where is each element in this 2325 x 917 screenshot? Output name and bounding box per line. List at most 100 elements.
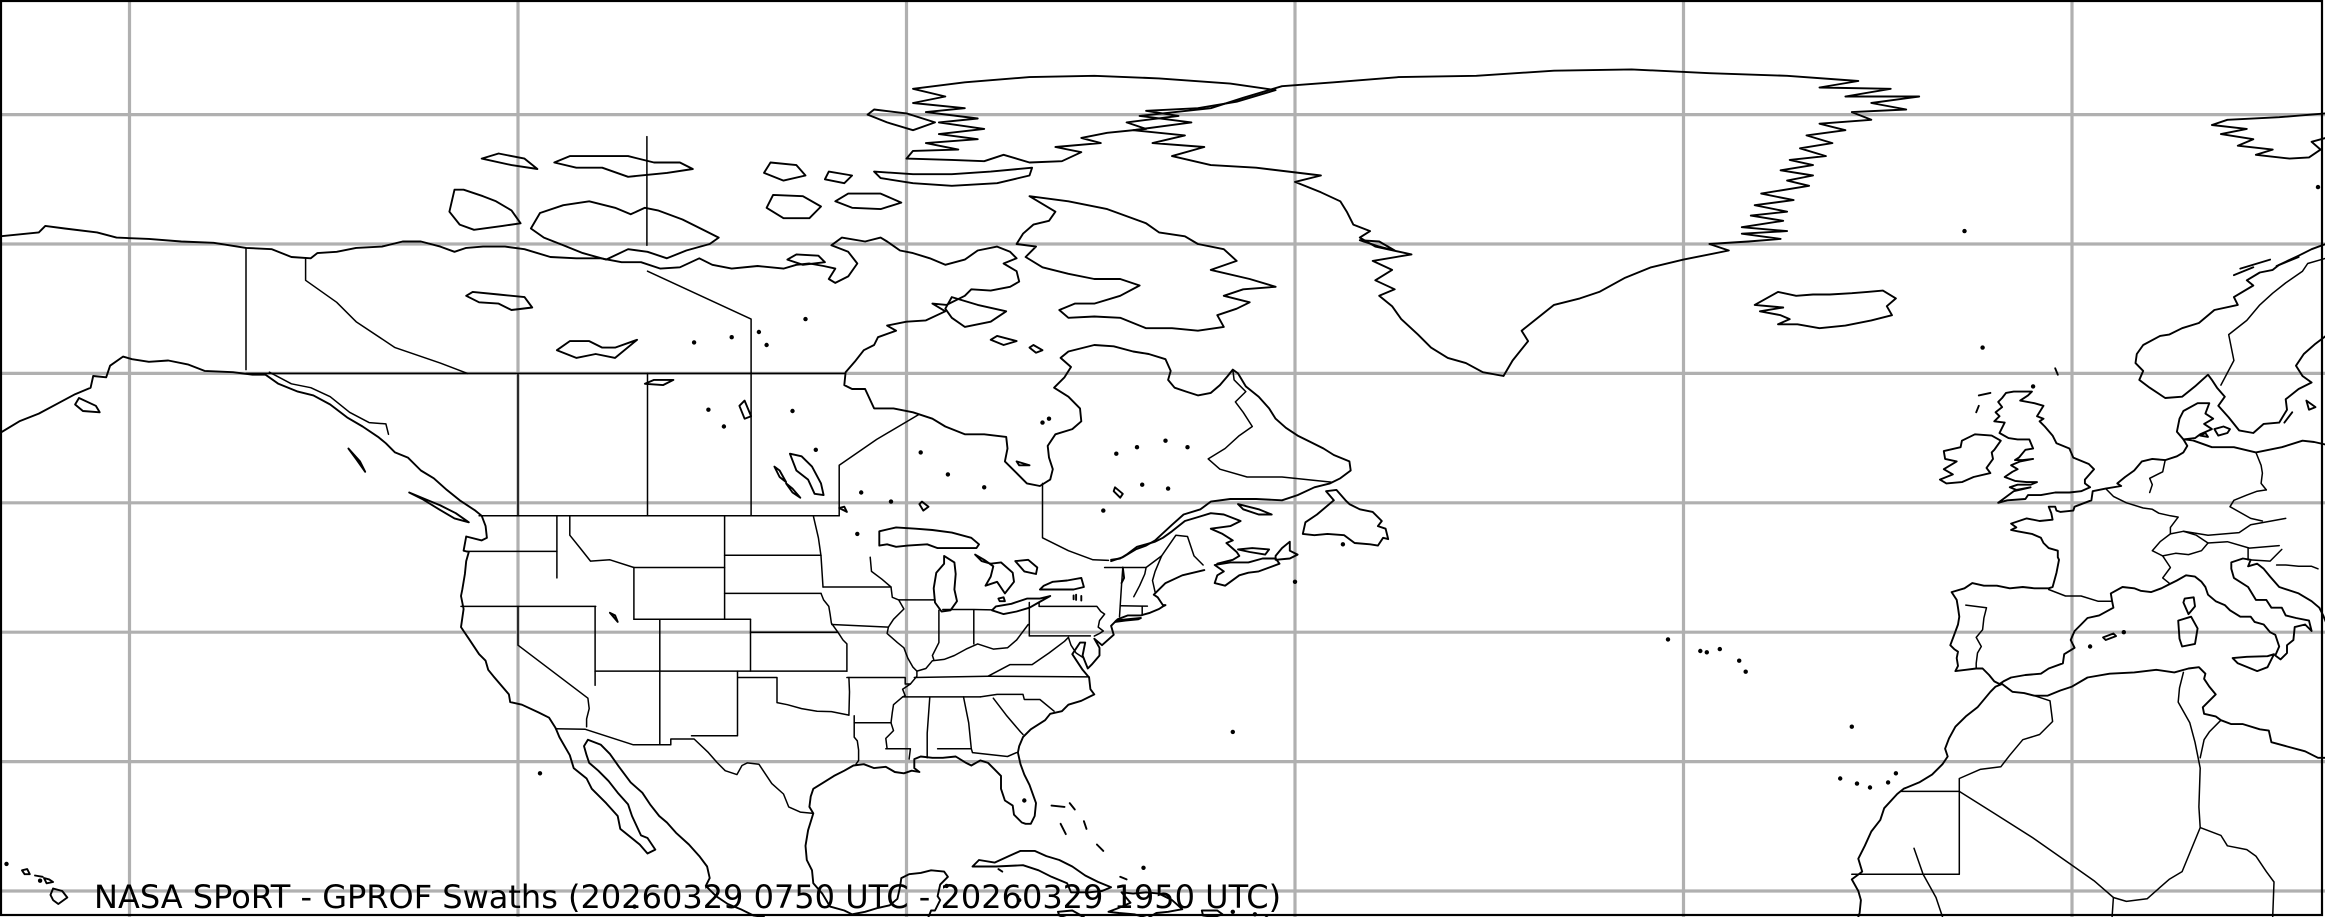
lake-dot-qc-1-dot	[1114, 451, 1119, 456]
border-germany-denmark-border	[2182, 438, 2195, 442]
lake-dot-nwt-3-dot	[764, 342, 769, 348]
denmark-jutland-coastline	[2175, 402, 2215, 441]
bahamas-long-island-coastline	[1095, 843, 1105, 852]
cayman-dot	[1017, 897, 1022, 903]
lake-athabasca-lake	[643, 378, 675, 387]
state-border-ok-ar-border	[848, 676, 851, 716]
coats-island-coastline	[989, 334, 1018, 346]
lofoten-2-coastline	[2239, 258, 2272, 270]
cuba-coastline	[971, 849, 1113, 894]
vancouver-island-coastline	[408, 491, 470, 524]
state-border-ga-sc-border	[992, 697, 1024, 736]
state-border-pa-ny-border	[1038, 601, 1106, 637]
cornwallis-island-coastline	[823, 170, 854, 185]
lake-ontario-lake	[1038, 576, 1085, 591]
hispaniola-coastline	[1107, 891, 1184, 917]
lake-dot-sk-2-dot	[721, 424, 727, 429]
state-border-fl-north-border	[936, 747, 1018, 758]
devon-island-coastline	[873, 166, 1034, 187]
faroe-islands-dot	[1980, 345, 1985, 350]
ireland-coastline	[1938, 433, 2002, 485]
lake-of-the-woods-lake	[838, 505, 848, 513]
border-germany-austria-czech-border	[2182, 517, 2287, 536]
state-border-mississippi-river-border	[869, 556, 918, 750]
guadalupe-island-dot	[537, 771, 543, 776]
lake-dot-mb-1-dot	[790, 408, 795, 414]
state-border-wv-va-border	[987, 636, 1070, 677]
border-germany-czech-border	[2229, 489, 2268, 522]
svalbard-coastline	[2210, 112, 2325, 160]
cozumel-dot	[944, 883, 949, 889]
denmark-zealand-coastline	[2213, 425, 2231, 437]
lake-mistassini-lake	[1112, 486, 1124, 499]
border-wsahara-mauritania-border	[1851, 790, 1961, 875]
mallorca-coastline	[2102, 632, 2117, 641]
map-caption: NASA SPoRT - GPROF Swaths (20260329 0750…	[94, 878, 1282, 916]
quebec-labrador-border-border	[1207, 368, 1333, 483]
state-border-il-in-border	[931, 609, 940, 661]
greenland-coastline	[1132, 68, 1921, 377]
banks-island-coastline	[448, 188, 522, 231]
canary-la-palma-dot	[1838, 776, 1843, 781]
lake-dot-on-3-dot	[918, 450, 923, 455]
lake-dot-nu-1-dot	[756, 329, 762, 335]
great-britain-coastline	[1993, 390, 2095, 504]
lofoten-1-coastline	[2232, 266, 2255, 277]
kodiak-island-coastline	[74, 397, 101, 414]
lake-dot-qc-5-dot	[1140, 482, 1145, 487]
great-salt-lake-lake	[608, 611, 619, 623]
azores-6-dot	[1743, 669, 1748, 674]
state-border-ohio-river-border	[916, 623, 1029, 672]
lake-champlain-lake	[1120, 566, 1126, 585]
state-border-al-ga-border	[962, 696, 973, 750]
lake-dot-sk-1-dot	[706, 407, 711, 412]
disko-island-coastline	[1358, 239, 1396, 252]
somerset-island-coastline	[834, 192, 903, 211]
state-border-nh-me-border	[1151, 555, 1163, 593]
turks-dot	[1141, 865, 1146, 870]
border-slovenia-croatia-border	[2247, 548, 2283, 562]
lake-superior-lake	[878, 526, 980, 550]
border-algeria-niger-border	[2112, 826, 2201, 903]
lofoten-3-coastline	[2275, 256, 2300, 267]
bahamas-grand-bahama-coastline	[1050, 804, 1066, 808]
arctic-hudson-stlawrence-coast-coastline	[0, 224, 1352, 563]
hawaii-molokai-coastline	[34, 874, 44, 878]
lake-nipigon-lake	[918, 500, 930, 512]
ibiza-dot	[2087, 644, 2093, 649]
africa-med-coast-coastline	[2001, 666, 2325, 759]
lake-dot-on-4-dot	[945, 472, 951, 477]
border-france-spain-border	[2047, 588, 2113, 602]
canary-gran-canaria-dot	[1867, 785, 1873, 790]
bathurst-island-coastline	[763, 161, 807, 182]
madeira-dot	[1849, 724, 1855, 729]
switzerland-borders-border	[2151, 530, 2209, 557]
norway-sweden-border-border	[2220, 257, 2325, 386]
canary-fuerteventura-dot	[1885, 780, 1891, 785]
state-border-ca-nv-border	[517, 605, 590, 728]
ellesmere-island-coastline	[905, 74, 1277, 164]
lake-erie-lake	[991, 595, 1052, 616]
belcher-1-dot	[1040, 420, 1045, 425]
lanai-dot	[37, 878, 43, 883]
bahamas-andros-coastline	[1059, 822, 1067, 836]
lake-huron-lake	[974, 553, 1015, 595]
lake-dot-qc-3-dot	[1163, 438, 1168, 443]
victoria-island-coastline	[529, 200, 720, 261]
border-algeria-libya-niger-border	[2199, 826, 2275, 917]
lake-dot-on-2-dot	[888, 499, 894, 504]
kauai-dot	[4, 861, 9, 867]
canary-lanzarote-dot	[1893, 771, 1899, 776]
europe-atlantic-med-coast-coastline	[1949, 438, 2325, 685]
iceland-coastline	[1753, 289, 1897, 330]
shetland-coastline	[2054, 367, 2059, 376]
lake-dot-qc-2-dot	[1134, 445, 1140, 450]
state-border-tx-la-border	[853, 714, 860, 765]
anticosti-island-coastline	[1237, 503, 1273, 516]
ontario-quebec-border-border	[1041, 482, 1110, 562]
atlantic-gulf-coast-coastline	[804, 569, 1206, 917]
border-mauritania-mali-border	[1913, 847, 1944, 917]
lake-dot-mb-2-dot	[813, 447, 818, 452]
lake-dot-on-1-dot	[859, 490, 864, 495]
prince-edward-island-coastline	[1237, 547, 1271, 556]
